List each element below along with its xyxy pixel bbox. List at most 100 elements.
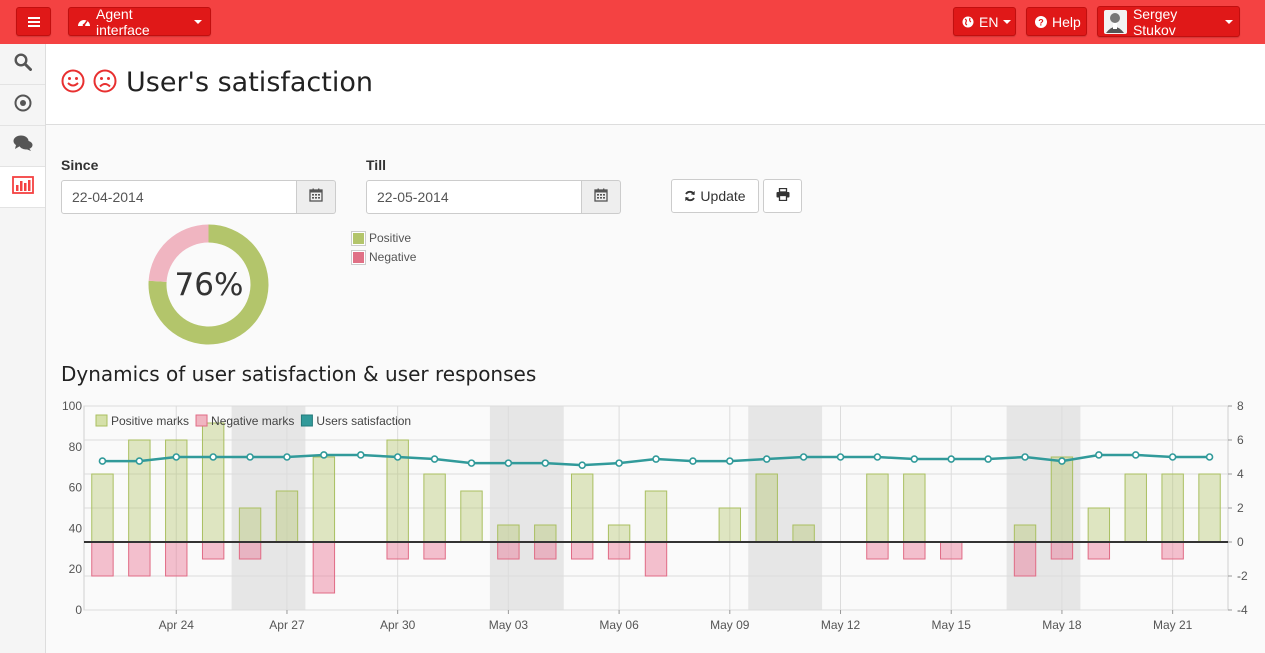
negative-mark-bar — [866, 541, 889, 560]
positive-mark-bar — [423, 473, 446, 543]
user-menu-dropdown[interactable]: Sergey Stukov — [1097, 5, 1240, 38]
sidebar-item-search[interactable] — [0, 44, 45, 85]
help-label: Help — [1052, 13, 1081, 30]
positive-mark-bar — [1087, 507, 1111, 543]
satisfaction-point — [1168, 453, 1177, 461]
page-header: User's satisfaction — [46, 44, 1265, 125]
satisfaction-point — [98, 457, 107, 465]
hamburger-icon — [27, 14, 40, 30]
avatar — [1104, 9, 1127, 34]
positive-mark-bar — [792, 524, 815, 543]
positive-mark-bar — [238, 507, 262, 543]
right-axis-tick-label: 8 — [1237, 399, 1244, 413]
satisfaction-point — [246, 453, 254, 461]
since-date-input[interactable]: 22-04-2014 — [61, 180, 297, 214]
negative-mark-bar — [201, 541, 225, 560]
positive-mark-bar — [1013, 524, 1037, 543]
negative-mark-bar — [534, 541, 557, 560]
satisfaction-point — [1021, 453, 1029, 461]
sidebar-item-target[interactable] — [0, 85, 45, 126]
satisfaction-point — [393, 453, 402, 461]
x-axis-tick-label: Apr 27 — [269, 618, 305, 632]
chart-legend-swatch — [195, 414, 208, 427]
x-axis-tick-label: Apr 24 — [159, 618, 195, 632]
positive-mark-bar — [275, 490, 299, 543]
positive-mark-bar — [570, 473, 594, 543]
negative-mark-bar — [940, 541, 963, 560]
frown-icon — [93, 69, 117, 98]
update-button[interactable]: Update — [671, 179, 759, 213]
satisfaction-point — [762, 455, 771, 463]
right-axis-tick-label: 6 — [1237, 433, 1244, 447]
chevron-down-icon — [1225, 19, 1233, 24]
left-axis-tick-label: 40 — [69, 521, 83, 535]
calendar-icon — [309, 188, 323, 207]
negative-mark-bar — [1050, 541, 1074, 560]
positive-mark-bar — [718, 507, 742, 543]
comments-icon — [13, 135, 33, 157]
negative-mark-bar — [1161, 541, 1184, 560]
target-icon — [14, 94, 32, 117]
since-calendar-button[interactable] — [297, 180, 336, 214]
sidebar-item-statistics[interactable] — [0, 167, 45, 208]
svg-text:?: ? — [1038, 17, 1044, 27]
positive-mark-bar — [312, 456, 336, 543]
positive-mark-bar — [755, 473, 778, 543]
help-button[interactable]: ? Help — [1026, 7, 1087, 36]
satisfaction-point — [689, 457, 697, 465]
positive-mark-bar — [644, 490, 668, 543]
negative-mark-bar — [644, 541, 668, 577]
right-axis-tick-label: -2 — [1237, 569, 1248, 583]
till-date-input[interactable]: 22-05-2014 — [366, 180, 582, 214]
donut-legend-negative: Negative — [351, 249, 417, 265]
refresh-icon — [684, 190, 696, 202]
left-axis-tick-label: 80 — [69, 440, 83, 454]
positive-mark-bar — [1198, 473, 1221, 543]
positive-mark-bar — [534, 524, 557, 543]
print-button[interactable] — [763, 179, 802, 213]
positive-mark-bar — [1161, 473, 1184, 543]
menu-toggle-button[interactable] — [16, 7, 51, 36]
positive-mark-bar — [903, 473, 926, 543]
right-axis-tick-label: 0 — [1237, 535, 1244, 549]
till-calendar-button[interactable] — [582, 180, 621, 214]
chevron-down-icon — [194, 19, 202, 24]
agent-interface-dropdown[interactable]: Agent interface — [68, 5, 211, 38]
positive-mark-bar — [1050, 456, 1074, 543]
chart-legend-swatch — [95, 414, 108, 427]
section-title: Dynamics of user satisfaction & user res… — [61, 362, 537, 386]
user-name: Sergey Stukov — [1132, 5, 1178, 38]
sidebar-item-comments[interactable] — [0, 126, 45, 167]
right-axis-tick-label: -4 — [1237, 603, 1248, 617]
x-axis-tick-label: May 21 — [1153, 618, 1193, 632]
left-axis-tick-label: 60 — [69, 481, 83, 495]
sidebar — [0, 44, 46, 653]
chart-legend-label: Negative marks — [211, 414, 294, 428]
negative-mark-bar — [1013, 541, 1037, 577]
update-label: Update — [700, 188, 746, 204]
positive-mark-bar — [1124, 473, 1147, 543]
language-dropdown[interactable]: EN — [953, 7, 1016, 36]
x-axis-tick-label: Apr 30 — [380, 618, 416, 632]
satisfaction-point — [615, 459, 623, 467]
right-axis-tick-label: 4 — [1237, 467, 1244, 481]
legend-label-negative: Negative — [369, 250, 417, 264]
satisfaction-point — [836, 453, 845, 461]
negative-mark-bar — [607, 541, 631, 560]
x-axis-tick-label: May 06 — [599, 618, 639, 632]
calendar-icon — [594, 188, 608, 207]
satisfaction-point — [652, 455, 660, 463]
satisfaction-point — [320, 451, 328, 459]
satisfaction-point — [984, 455, 992, 463]
satisfaction-point — [283, 453, 291, 461]
left-axis-tick-label: 0 — [75, 603, 82, 617]
satisfaction-point — [947, 455, 956, 463]
satisfaction-point — [1058, 457, 1066, 465]
negative-mark-bar — [1087, 541, 1111, 560]
legend-swatch-negative — [351, 249, 366, 265]
satisfaction-donut-chart: 76% — [148, 224, 269, 345]
agent-interface-label: Agent interface — [96, 5, 150, 38]
left-axis-tick-label: 100 — [62, 399, 82, 413]
satisfaction-point — [799, 453, 808, 461]
chart-legend-label: Users satisfaction — [316, 414, 411, 428]
